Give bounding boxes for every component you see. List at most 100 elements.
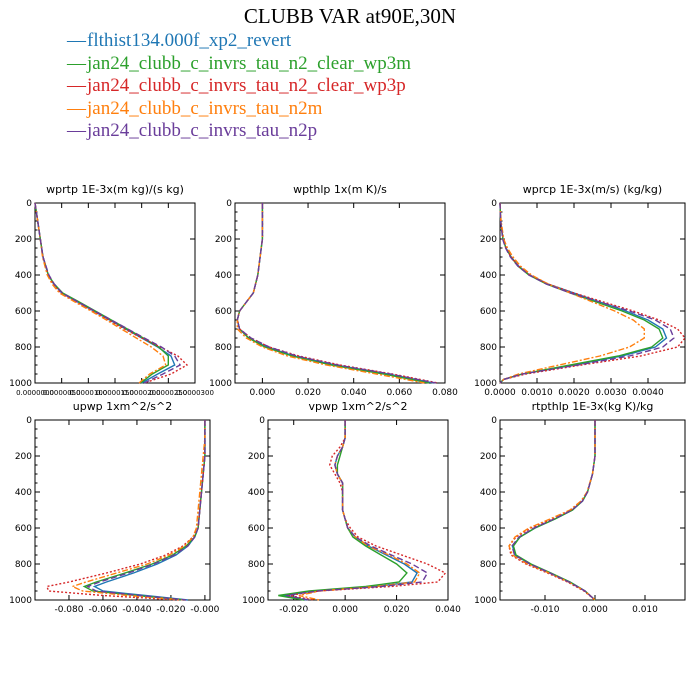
panel-title: vpwp 1xm^2/s^2 bbox=[308, 400, 407, 413]
series-line bbox=[512, 420, 596, 601]
panel-title: wprtp 1E-3x(m kg)/(s kg) bbox=[46, 183, 184, 196]
legend-item: —jan24_clubb_c_invrs_tau_n2p bbox=[67, 120, 411, 143]
series-line bbox=[82, 420, 206, 601]
x-tick-label: 0.040 bbox=[341, 388, 367, 398]
series-line bbox=[34, 202, 189, 384]
panel-4: upwp 1xm^2/s^2 0 200 400 600 800 1000 -0.080 -0.… bbox=[9, 400, 220, 615]
x-tick-label: -0.010 bbox=[530, 605, 559, 615]
x-tick-label: 0.040 bbox=[435, 605, 461, 615]
y-tick-label: 1000 bbox=[242, 596, 265, 606]
plot-frame bbox=[234, 202, 446, 384]
x-tick-label: 0.010 bbox=[632, 605, 658, 615]
x-tick-label: 0.000 bbox=[582, 605, 608, 615]
series-line bbox=[278, 420, 408, 601]
x-tick-label: 0.0030 bbox=[595, 388, 627, 398]
x-tick-label: -0.080 bbox=[54, 605, 83, 615]
series-line bbox=[34, 202, 182, 384]
series-line bbox=[283, 420, 419, 601]
x-tick-label: 0.0000200 bbox=[123, 389, 161, 397]
legend-label: jan24_clubb_c_invrs_tau_n2p bbox=[87, 120, 318, 141]
panel-6: rtpthlp 1E-3x(kg K)/kg 0 200 400 600 800 1000 -… bbox=[474, 400, 686, 615]
series-line bbox=[92, 420, 206, 601]
legend-label: flthist134.000f_xp2_revert bbox=[87, 30, 292, 51]
y-tick-label: 0 bbox=[26, 416, 32, 426]
x-tick-label: -0.020 bbox=[279, 605, 308, 615]
x-tick-label: 0.0000 bbox=[484, 388, 516, 398]
plot-frame bbox=[34, 419, 211, 601]
series-line bbox=[236, 203, 439, 384]
legend-dash: — bbox=[67, 97, 86, 119]
y-tick-label: 1000 bbox=[474, 596, 497, 606]
series-line bbox=[499, 202, 686, 384]
x-tick-label: -0.040 bbox=[122, 605, 151, 615]
legend-dash: — bbox=[67, 52, 86, 74]
series-line bbox=[236, 203, 434, 384]
y-tick-label: 1000 bbox=[9, 596, 32, 606]
series-line bbox=[499, 202, 645, 384]
panel-title: upwp 1xm^2/s^2 bbox=[73, 400, 173, 413]
series-line bbox=[34, 202, 167, 384]
plot-frame bbox=[267, 419, 449, 601]
y-tick-label: 800 bbox=[15, 343, 32, 353]
y-tick-label: 800 bbox=[15, 560, 32, 570]
series-line bbox=[34, 202, 176, 384]
legend-item: —jan24_clubb_c_invrs_tau_n2_clear_wp3p bbox=[67, 75, 411, 98]
panel-5: vpwp 1xm^2/s^2 0 200 400 600 800 1000 -0.020 0.0… bbox=[242, 400, 461, 615]
y-tick-label: 400 bbox=[15, 488, 32, 498]
x-tick-label: 0.0020 bbox=[558, 388, 590, 398]
series-line bbox=[298, 420, 421, 601]
y-tick-label: 600 bbox=[480, 524, 497, 534]
y-tick-label: 800 bbox=[480, 343, 497, 353]
x-tick-label: 0.0000250 bbox=[149, 389, 187, 397]
x-tick-label: 0.000 bbox=[250, 388, 276, 398]
y-tick-label: 1000 bbox=[209, 379, 232, 389]
x-tick-label: -0.000 bbox=[190, 605, 219, 615]
series-line bbox=[499, 202, 664, 384]
x-tick-label: 0.0000100 bbox=[69, 389, 107, 397]
legend-item: —flthist134.000f_xp2_revert bbox=[67, 30, 411, 53]
legend-label: jan24_clubb_c_invrs_tau_n2m bbox=[87, 97, 323, 119]
x-tick-label: 0.0010 bbox=[521, 388, 553, 398]
series-line bbox=[285, 420, 429, 601]
x-tick-label: -0.020 bbox=[156, 605, 185, 615]
x-tick-label: -0.060 bbox=[88, 605, 117, 615]
series-line bbox=[236, 203, 425, 384]
y-tick-label: 200 bbox=[480, 452, 497, 462]
legend-dash: — bbox=[67, 75, 86, 96]
y-tick-label: 0 bbox=[491, 416, 497, 426]
plot-frame bbox=[499, 202, 686, 384]
y-tick-label: 200 bbox=[15, 452, 32, 462]
legend-label: jan24_clubb_c_invrs_tau_n2_clear_wp3m bbox=[87, 52, 411, 74]
x-tick-label: 0.020 bbox=[384, 605, 410, 615]
series-line bbox=[499, 202, 675, 384]
series-line bbox=[70, 420, 206, 601]
series-line bbox=[86, 420, 206, 601]
y-tick-label: 200 bbox=[215, 235, 232, 245]
series-line bbox=[236, 203, 430, 384]
series-line bbox=[511, 420, 596, 601]
y-tick-label: 800 bbox=[248, 560, 265, 570]
x-tick-label: 0.060 bbox=[386, 388, 412, 398]
legend-item: —jan24_clubb_c_invrs_tau_n2m bbox=[67, 98, 411, 121]
plot-frame bbox=[499, 419, 686, 601]
x-tick-label: 0.0000300 bbox=[176, 389, 214, 397]
x-tick-label: 0.080 bbox=[432, 388, 458, 398]
legend-dash: — bbox=[67, 120, 86, 141]
panel-1: wprtp 1E-3x(m kg)/(s kg) 0 200 400 600 800 100… bbox=[9, 183, 214, 397]
y-tick-label: 200 bbox=[480, 235, 497, 245]
y-tick-label: 400 bbox=[215, 271, 232, 281]
series-line bbox=[288, 420, 447, 601]
panel-title: wprcp 1E-3x(m/s) (kg/kg) bbox=[523, 183, 662, 196]
x-tick-label: 0.0000150 bbox=[96, 389, 134, 397]
y-tick-label: 200 bbox=[15, 235, 32, 245]
legend-dash: — bbox=[67, 30, 86, 51]
y-tick-label: 400 bbox=[248, 488, 265, 498]
y-tick-label: 400 bbox=[480, 488, 497, 498]
series-line bbox=[34, 202, 170, 384]
panel-3: wprcp 1E-3x(m/s) (kg/kg) 0 200 400 600 800 100… bbox=[474, 183, 686, 398]
series-line bbox=[236, 203, 437, 384]
y-tick-label: 800 bbox=[480, 560, 497, 570]
y-tick-label: 1000 bbox=[474, 379, 497, 389]
y-tick-label: 600 bbox=[215, 307, 232, 317]
